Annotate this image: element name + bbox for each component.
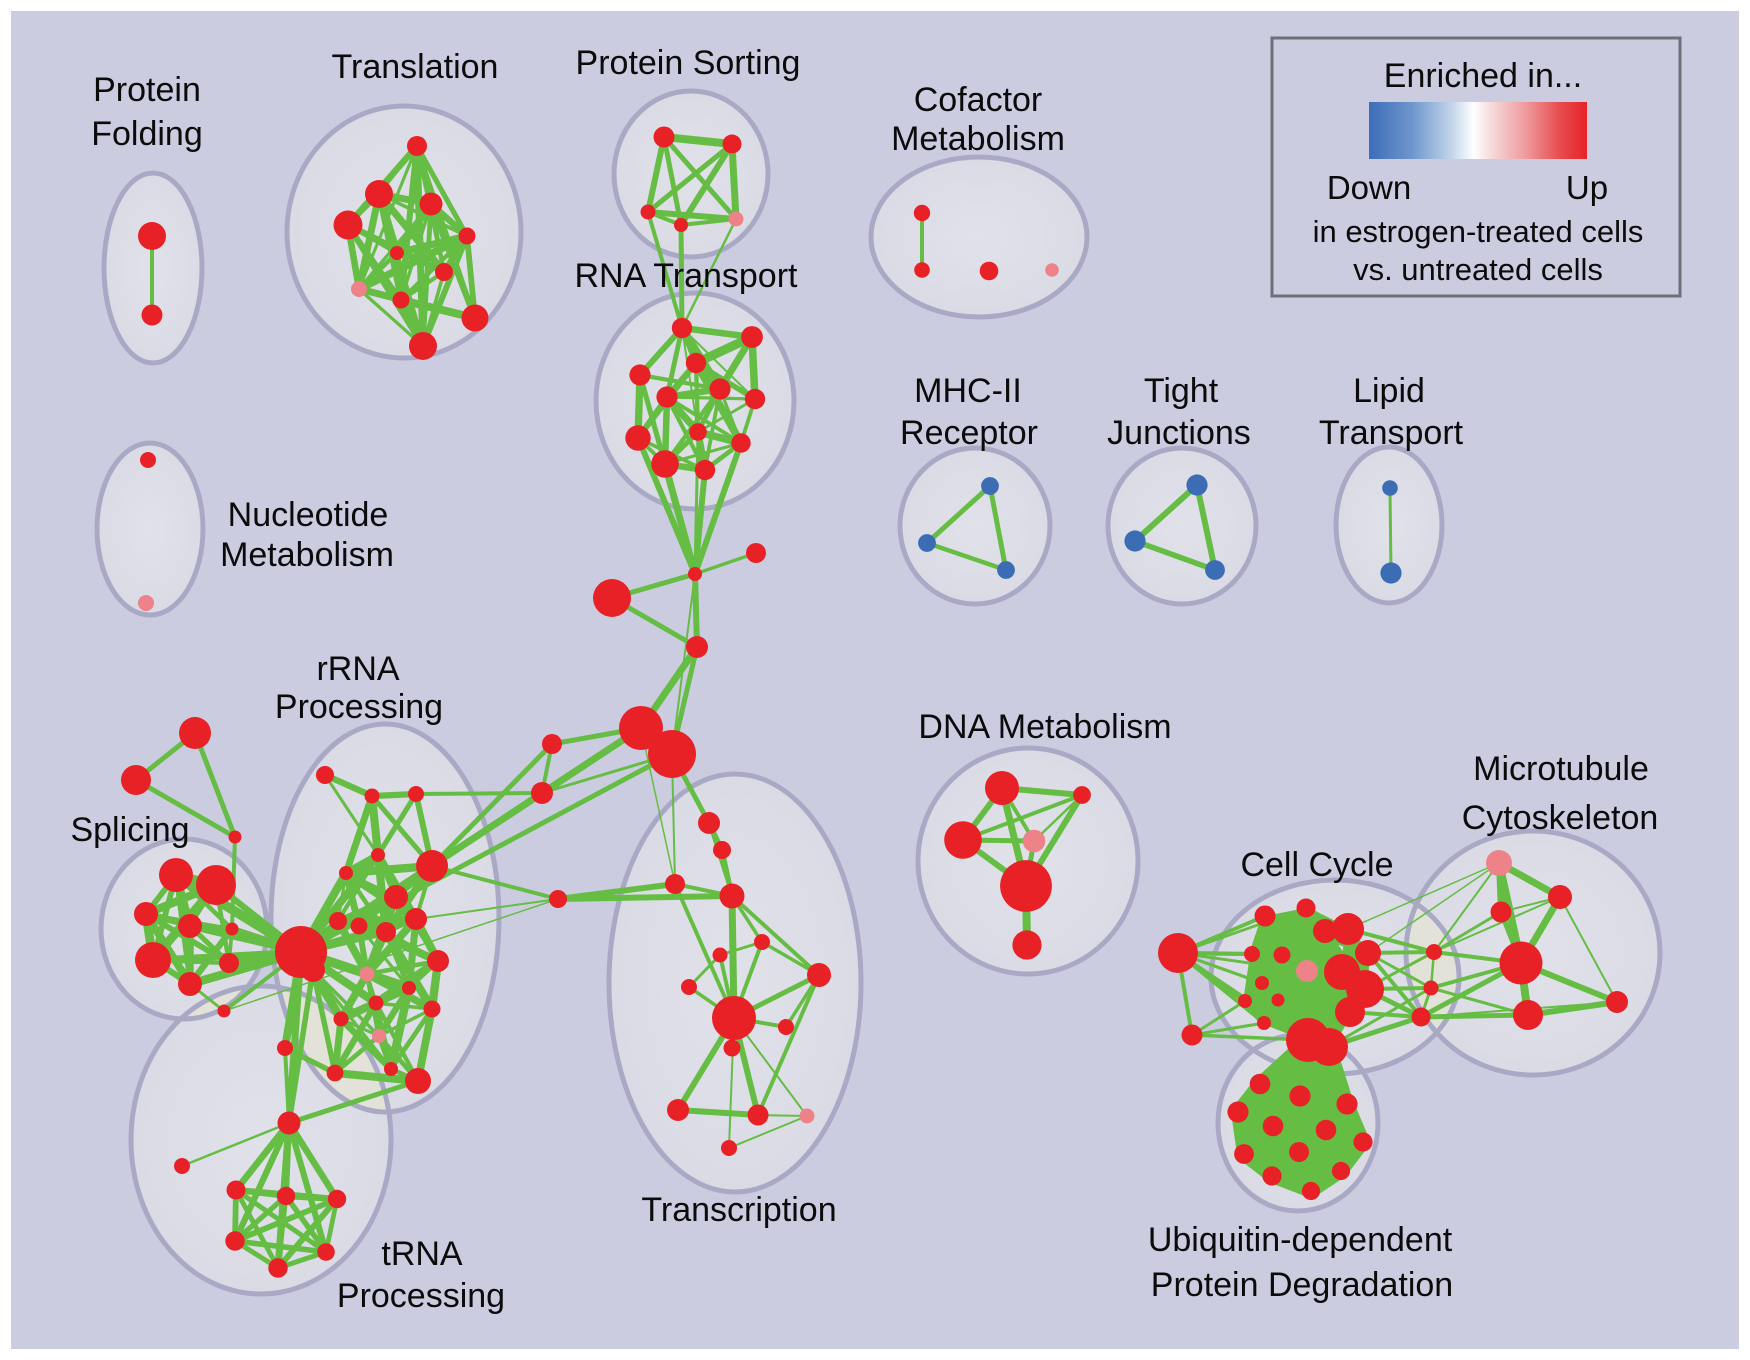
svg-text:Receptor: Receptor	[900, 414, 1038, 452]
svg-text:rRNA: rRNA	[316, 650, 399, 688]
svg-text:RNA Transport: RNA Transport	[575, 257, 799, 295]
svg-text:Enriched in...: Enriched in...	[1384, 57, 1582, 95]
svg-text:Splicing: Splicing	[70, 811, 189, 849]
svg-text:Folding: Folding	[91, 115, 203, 153]
svg-text:DNA Metabolism: DNA Metabolism	[918, 708, 1171, 746]
svg-text:Tight: Tight	[1144, 372, 1219, 410]
svg-text:Transport: Transport	[1319, 414, 1464, 452]
svg-text:Cytoskeleton: Cytoskeleton	[1462, 799, 1659, 837]
svg-text:Junctions: Junctions	[1107, 414, 1251, 452]
svg-text:Lipid: Lipid	[1353, 372, 1425, 410]
svg-text:Cofactor: Cofactor	[914, 81, 1043, 119]
svg-text:Microtubule: Microtubule	[1473, 750, 1649, 788]
svg-text:Down: Down	[1327, 169, 1411, 206]
svg-text:Translation: Translation	[332, 48, 499, 86]
svg-text:Protein Sorting: Protein Sorting	[576, 44, 801, 82]
svg-text:Cell Cycle: Cell Cycle	[1240, 846, 1393, 884]
svg-text:Protein: Protein	[93, 71, 201, 109]
svg-text:in estrogen-treated cells: in estrogen-treated cells	[1313, 214, 1644, 249]
svg-text:Ubiquitin-dependent: Ubiquitin-dependent	[1148, 1221, 1453, 1259]
svg-text:Metabolism: Metabolism	[891, 120, 1065, 158]
svg-text:Processing: Processing	[337, 1277, 505, 1315]
svg-text:vs. untreated cells: vs. untreated cells	[1353, 252, 1603, 287]
svg-text:MHC-II: MHC-II	[914, 372, 1022, 410]
svg-text:Processing: Processing	[275, 688, 443, 726]
svg-text:Protein Degradation: Protein Degradation	[1151, 1266, 1453, 1304]
svg-text:Metabolism: Metabolism	[220, 536, 394, 574]
svg-text:Nucleotide: Nucleotide	[228, 496, 389, 534]
svg-text:tRNA: tRNA	[381, 1235, 463, 1273]
svg-text:Up: Up	[1566, 169, 1608, 206]
svg-text:Transcription: Transcription	[641, 1191, 836, 1229]
